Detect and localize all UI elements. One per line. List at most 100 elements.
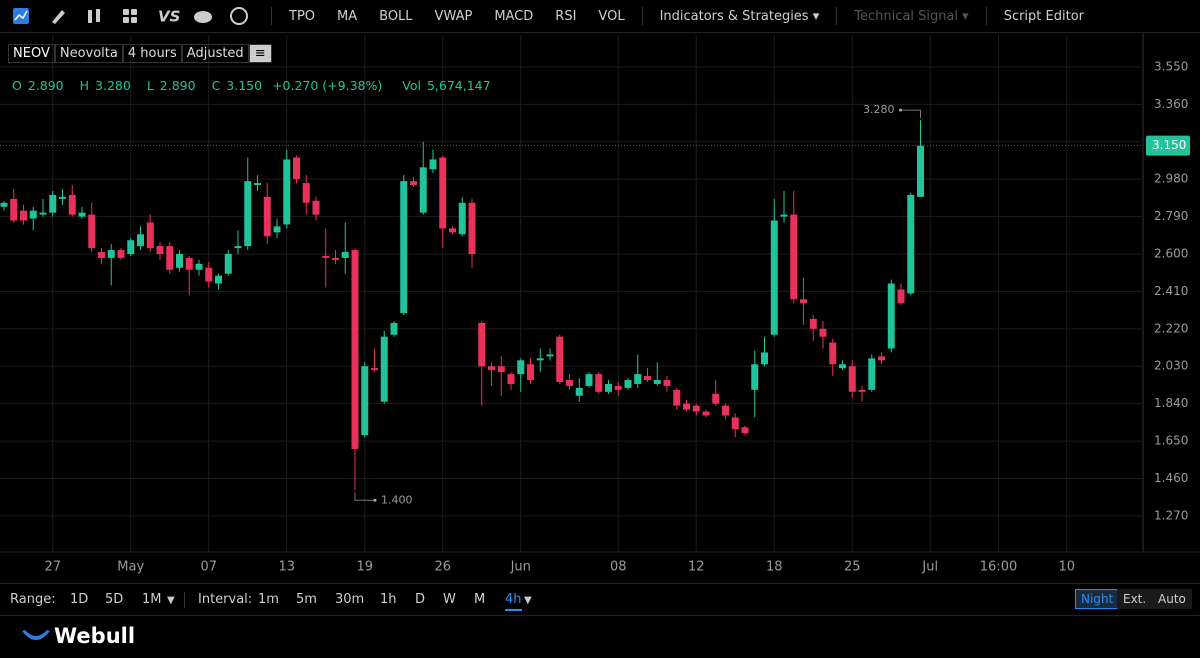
interval-option[interactable]: 30m <box>335 592 365 607</box>
indicator[interactable]: TPO <box>289 8 316 24</box>
candle-body <box>819 328 827 337</box>
candle-body <box>692 405 700 412</box>
y-tick-label: 1.270 <box>1154 508 1188 522</box>
candle-body <box>107 250 115 258</box>
range-option[interactable]: 1M <box>142 592 162 607</box>
indicator[interactable]: MACD <box>494 8 534 24</box>
candle-body <box>595 374 603 392</box>
indicators-menu[interactable]: Indicators & Strategies ▾ <box>659 8 820 24</box>
script-editor[interactable]: Script Editor <box>1003 8 1084 24</box>
x-tick-label: Jun <box>510 560 531 575</box>
candle-body <box>556 336 564 382</box>
session-option[interactable]: Ext. <box>1117 589 1153 609</box>
candle-body <box>673 389 681 406</box>
y-tick-label: 1.650 <box>1154 434 1188 448</box>
interval[interactable]: 4 hours <box>122 44 182 63</box>
range-option[interactable]: 1D <box>70 592 89 607</box>
indicator[interactable]: MA <box>337 8 358 24</box>
interval-option[interactable]: W <box>443 592 456 607</box>
indicator[interactable]: BOLL <box>379 8 413 24</box>
y-tick-label: 2.220 <box>1154 321 1188 335</box>
candle-body <box>127 240 135 254</box>
candle-body <box>809 318 817 329</box>
chart: 1.270 1.460 1.650 1.840 2.030 2.220 2.410 2.600… <box>0 33 1200 575</box>
last-price-box <box>1146 135 1190 156</box>
indicator[interactable]: VWAP <box>434 8 473 24</box>
candle-body <box>98 252 105 258</box>
toolbar-icons: VS <box>13 7 248 26</box>
candle-body <box>439 157 447 229</box>
high-connector <box>900 109 921 119</box>
vs-icon[interactable]: VS <box>158 8 180 26</box>
indicator-list: TPO MA BOLL VWAP MACD RSI VOL <box>278 9 636 24</box>
candle-body <box>273 226 281 233</box>
candle-body <box>868 358 876 390</box>
candle-body <box>702 411 710 416</box>
bottom-bar: Range: ▼ Interval: ▼ 1D 5D 1M 1m 5m 30m 1h D W M 4… <box>0 583 1200 616</box>
session-option[interactable]: Auto <box>1152 589 1192 609</box>
candle-body <box>332 257 339 260</box>
adjust[interactable]: Adjusted <box>181 44 249 63</box>
candle-body <box>741 427 749 434</box>
session-option[interactable]: Night <box>1075 589 1120 609</box>
range-caret[interactable]: ▼ <box>167 595 175 606</box>
symbol[interactable]: NEOV <box>8 44 55 63</box>
interval-option[interactable]: M <box>474 592 486 607</box>
candle-body <box>0 202 8 207</box>
candle-body <box>146 222 154 249</box>
y-tick-label: 3.360 <box>1154 97 1188 111</box>
indicator[interactable]: RSI <box>555 8 577 24</box>
candle-body <box>468 202 476 254</box>
range-option[interactable]: 5D <box>105 592 124 607</box>
menu[interactable]: ≡ <box>248 44 272 63</box>
draw-icon[interactable] <box>52 10 65 24</box>
candle-body <box>312 200 320 215</box>
candle-body <box>663 380 671 386</box>
candle-body <box>68 194 76 215</box>
brand: Webull <box>20 624 135 648</box>
y-tick-label: 1.460 <box>1154 471 1188 485</box>
y-tick-label: 2.980 <box>1154 172 1188 186</box>
candle-body <box>10 198 18 221</box>
candle-body <box>29 210 37 219</box>
candle-body <box>517 360 525 375</box>
quote: O 2.890 H 3.280 L 2.890 C 3.150 +0.270 (+9.3… <box>12 78 497 93</box>
candle-body <box>224 253 232 274</box>
h-label: H <box>79 78 90 93</box>
interval-caret[interactable]: ▼ <box>524 595 532 606</box>
candle-body <box>497 366 505 373</box>
y-tick-label: 2.030 <box>1154 359 1188 373</box>
change: +0.270 (+9.38%) <box>272 78 383 93</box>
x-tick-label: 25 <box>844 560 861 575</box>
candle-icon[interactable] <box>88 10 92 23</box>
candle-body <box>341 252 349 258</box>
interval-option[interactable]: D <box>415 592 426 607</box>
layout-icon[interactable] <box>123 9 137 23</box>
low-label: 1.400 <box>381 493 413 506</box>
candle-body <box>585 374 593 386</box>
interval-option[interactable]: 4h <box>505 592 522 611</box>
o: 2.890 <box>27 78 64 93</box>
indicator[interactable]: VOL <box>598 8 625 24</box>
candle-body <box>829 342 837 365</box>
candle-body <box>166 246 174 270</box>
vol-label: Vol <box>402 78 421 93</box>
label: Indicators & Strategies <box>659 8 809 24</box>
c: 3.150 <box>226 78 263 93</box>
technical-signal[interactable]: Technical Signal ▾ <box>854 8 969 24</box>
interval-option[interactable]: 1h <box>380 592 397 607</box>
candle-body <box>371 368 378 371</box>
candle-body <box>575 387 583 396</box>
low-dot <box>373 498 377 502</box>
low-connector <box>354 492 375 501</box>
candle-body <box>283 159 291 225</box>
candle-body <box>449 228 456 233</box>
cloud-icon[interactable] <box>194 11 212 23</box>
candle-body <box>195 263 203 270</box>
name: Neovolta <box>54 44 123 63</box>
interval-option[interactable]: 1m <box>258 592 279 607</box>
replay-icon[interactable] <box>230 7 248 25</box>
interval-option[interactable]: 5m <box>296 592 317 607</box>
candle-body <box>566 380 573 386</box>
l-label: L <box>146 78 154 93</box>
